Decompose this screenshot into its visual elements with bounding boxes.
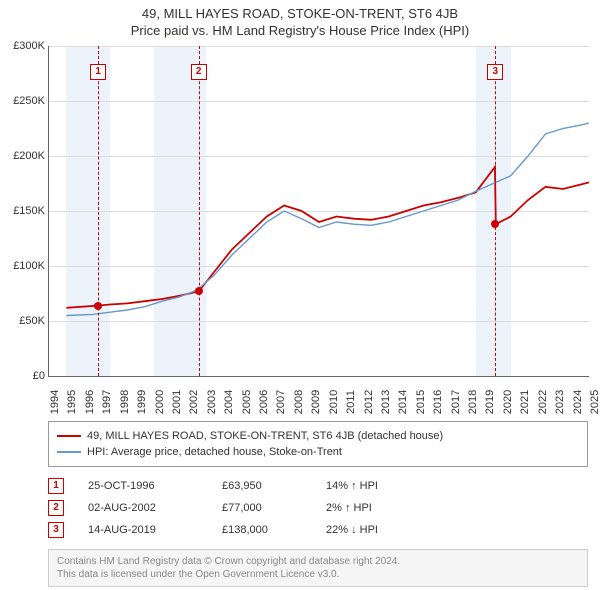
sale-marker-box: 1 [48, 478, 64, 494]
x-tick-label: 1995 [66, 390, 78, 414]
x-tick-label: 2015 [415, 390, 427, 414]
x-tick-label: 2003 [206, 390, 218, 414]
legend-swatch [57, 451, 81, 453]
x-tick-label: 2025 [589, 390, 600, 414]
sale-dot [195, 287, 203, 295]
series-line [66, 167, 589, 308]
x-tick-label: 2002 [188, 390, 200, 414]
sale-marker-box: 1 [90, 64, 106, 80]
legend-label: HPI: Average price, detached house, Stok… [87, 444, 342, 460]
plot-area: £0£50K£100K£150K£200K£250K£300K199419951… [48, 46, 589, 377]
sale-diff: 14% ↑ HPI [326, 475, 416, 497]
x-tick-label: 2011 [345, 390, 357, 414]
chart-title: 49, MILL HAYES ROAD, STOKE-ON-TRENT, ST6… [0, 6, 600, 21]
chart-subtitle: Price paid vs. HM Land Registry's House … [0, 23, 600, 38]
sale-marker-box: 2 [48, 500, 64, 516]
sale-date: 14-AUG-2019 [88, 519, 198, 541]
sales-row: 2 02-AUG-2002 £77,000 2% ↑ HPI [48, 497, 588, 519]
sale-vertical-line [98, 46, 99, 376]
chart-svg [49, 46, 589, 376]
legend-item: HPI: Average price, detached house, Stok… [57, 444, 579, 460]
x-tick-label: 2006 [258, 390, 270, 414]
x-tick-label: 2007 [275, 390, 287, 414]
x-tick-label: 2016 [432, 390, 444, 414]
footer-line: This data is licensed under the Open Gov… [57, 568, 579, 581]
x-tick-label: 2013 [380, 390, 392, 414]
sales-table: 1 25-OCT-1996 £63,950 14% ↑ HPI 2 02-AUG… [48, 475, 588, 541]
sale-diff: 22% ↓ HPI [326, 519, 416, 541]
x-tick-label: 2023 [554, 390, 566, 414]
x-tick-label: 2019 [484, 390, 496, 414]
legend: 49, MILL HAYES ROAD, STOKE-ON-TRENT, ST6… [48, 421, 588, 467]
x-tick-label: 1996 [84, 390, 96, 414]
x-tick-label: 2022 [537, 390, 549, 414]
x-tick-label: 2010 [328, 390, 340, 414]
x-tick-label: 2005 [241, 390, 253, 414]
sale-diff: 2% ↑ HPI [326, 497, 416, 519]
sale-date: 25-OCT-1996 [88, 475, 198, 497]
x-tick-label: 1997 [101, 390, 113, 414]
sale-dot [94, 302, 102, 310]
y-tick-label: £200K [1, 150, 45, 162]
x-tick-label: 2004 [223, 390, 235, 414]
sale-marker-box: 2 [191, 64, 207, 80]
sales-row: 3 14-AUG-2019 £138,000 22% ↓ HPI [48, 519, 588, 541]
x-tick-label: 2009 [310, 390, 322, 414]
legend-swatch [57, 435, 81, 437]
sale-price: £138,000 [222, 519, 302, 541]
x-tick-label: 2017 [450, 390, 462, 414]
sale-vertical-line [495, 46, 496, 376]
x-tick-label: 2008 [293, 390, 305, 414]
sales-row: 1 25-OCT-1996 £63,950 14% ↑ HPI [48, 475, 588, 497]
y-tick-label: £150K [1, 205, 45, 217]
x-tick-label: 2014 [397, 390, 409, 414]
x-tick-label: 2001 [171, 390, 183, 414]
y-tick-label: £100K [1, 260, 45, 272]
x-tick-label: 2012 [363, 390, 375, 414]
footer-line: Contains HM Land Registry data © Crown c… [57, 555, 579, 568]
title-block: 49, MILL HAYES ROAD, STOKE-ON-TRENT, ST6… [0, 0, 600, 38]
x-tick-label: 2000 [154, 390, 166, 414]
x-tick-label: 2018 [467, 390, 479, 414]
x-tick-label: 1999 [136, 390, 148, 414]
x-tick-label: 1998 [119, 390, 131, 414]
x-tick-label: 2024 [572, 390, 584, 414]
attribution-footer: Contains HM Land Registry data © Crown c… [48, 549, 588, 587]
y-tick-label: £50K [1, 315, 45, 327]
x-tick-label: 2020 [502, 390, 514, 414]
y-tick-label: £250K [1, 95, 45, 107]
sale-price: £77,000 [222, 497, 302, 519]
legend-label: 49, MILL HAYES ROAD, STOKE-ON-TRENT, ST6… [87, 428, 443, 444]
x-tick-label: 1994 [49, 390, 61, 414]
sale-vertical-line [199, 46, 200, 376]
y-tick-label: £0 [1, 370, 45, 382]
sale-dot [491, 220, 499, 228]
sale-marker-box: 3 [48, 522, 64, 538]
price-chart-panel: 49, MILL HAYES ROAD, STOKE-ON-TRENT, ST6… [0, 0, 600, 587]
sale-marker-box: 3 [487, 64, 503, 80]
legend-item: 49, MILL HAYES ROAD, STOKE-ON-TRENT, ST6… [57, 428, 579, 444]
sale-date: 02-AUG-2002 [88, 497, 198, 519]
sale-price: £63,950 [222, 475, 302, 497]
x-tick-label: 2021 [519, 390, 531, 414]
y-tick-label: £300K [1, 40, 45, 52]
